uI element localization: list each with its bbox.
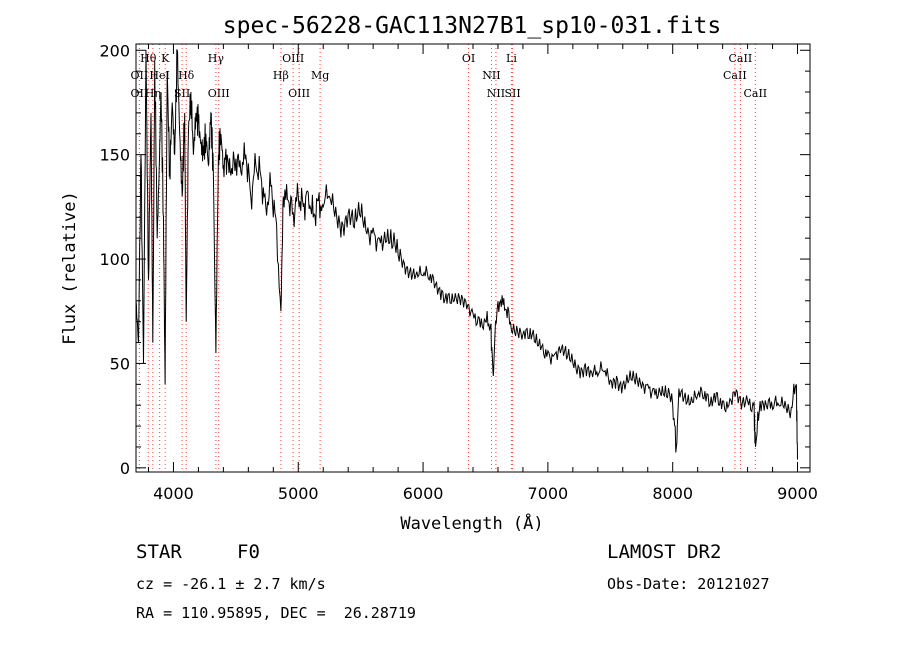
x-axis-label: Wavelength (Å) (400, 512, 543, 534)
line-marker-label: OIII (288, 87, 310, 100)
y-axis: 0 50 100 150 200 (99, 41, 810, 478)
x-tick-label: 7000 (528, 484, 569, 503)
x-axis: 4000 5000 6000 7000 8000 9000 (147, 44, 818, 503)
line-marker-label: Hθ (140, 52, 157, 65)
line-marker-label: K (161, 52, 170, 65)
obs-date-line: Obs-Date: 20121027 (607, 575, 770, 593)
chart-title: spec-56228-GAC113N27B1_sp10-031.fits (223, 13, 722, 39)
line-marker-label: Mg (311, 69, 329, 82)
x-tick-label: 9000 (777, 484, 818, 503)
line-marker-label: OIII (282, 52, 304, 65)
line-marker-label: NII (482, 69, 500, 82)
x-tick-label: 4000 (153, 484, 194, 503)
coords-line: RA = 110.95895, DEC = 26.28719 (136, 604, 416, 622)
y-tick-label: 50 (110, 354, 130, 373)
plot-frame (135, 43, 811, 473)
spectrum-line (135, 49, 798, 460)
line-marker-label: CaII (723, 69, 747, 82)
line-marker-label: OIII (208, 87, 230, 100)
line-marker-label: Hγ (208, 52, 225, 65)
y-axis-label: Flux (relative) (60, 191, 80, 345)
x-tick-label: 6000 (403, 484, 444, 503)
object-subclass: F0 (237, 541, 260, 563)
line-marker-label: CaII (729, 52, 753, 65)
x-tick-label: 5000 (278, 484, 319, 503)
line-marker-label: SII (504, 87, 520, 100)
line-marker-label: OII (131, 69, 149, 82)
line-marker-label: OI (462, 52, 475, 65)
y-tick-label: 0 (120, 459, 130, 478)
y-tick-label: 200 (99, 41, 130, 60)
line-marker-label: Hδ (178, 69, 195, 82)
line-marker-label: NII (487, 87, 505, 100)
line-marker-label: Hη (145, 87, 161, 100)
line-marker-label: Li (506, 52, 517, 65)
line-marker-label: Hβ (273, 69, 289, 82)
y-tick-label: 100 (99, 250, 130, 269)
redshift-line: cz = -26.1 ± 2.7 km/s (136, 575, 326, 593)
object-class: STAR (136, 541, 182, 563)
y-tick-label: 150 (99, 146, 130, 165)
x-tick-label: 8000 (652, 484, 693, 503)
survey-label: LAMOST DR2 (607, 541, 722, 563)
line-marker-label: OII (131, 87, 149, 100)
line-marker-label: CaII (743, 87, 767, 100)
